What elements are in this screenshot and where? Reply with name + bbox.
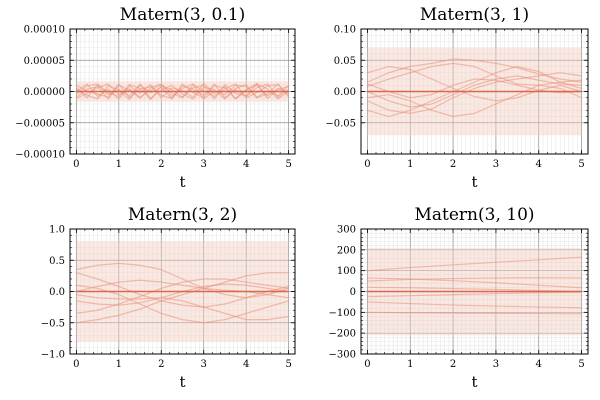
x-tick-label: 5 (285, 159, 291, 170)
y-tick-label: 200 (337, 245, 356, 256)
x-tick-label: 4 (536, 159, 542, 170)
y-tick-label: −100 (329, 308, 356, 319)
x-tick-label: 1 (116, 359, 122, 370)
y-tick-label: 100 (337, 266, 356, 277)
y-tick-label: −300 (329, 350, 356, 361)
x-tick-label: 3 (201, 359, 207, 370)
sample-path (76, 294, 289, 321)
x-tick-label: 4 (243, 359, 249, 370)
y-tick-label: 0.00005 (24, 56, 65, 67)
panel-title: Matern(3, 1) (420, 5, 529, 25)
y-tick-label: −0.5 (41, 318, 65, 329)
x-tick-label: 1 (407, 359, 413, 370)
sample-path (367, 291, 582, 298)
x-tick-label: 5 (578, 359, 584, 370)
sample-path (367, 256, 582, 272)
chart-panel: 0 1 2 3 4 5 −1.0 −0.5 0.0 0.5 1.0 Matern(3, 2) t (41, 205, 296, 391)
x-tick-label: 3 (201, 159, 207, 170)
sample-path (367, 65, 582, 102)
sample-path (76, 83, 290, 100)
x-tick-label: 3 (493, 359, 499, 370)
x-axis-label: t (471, 373, 477, 391)
x-tick-label: 1 (116, 159, 122, 170)
x-tick-label: 2 (158, 359, 164, 370)
y-tick-label: 0.00000 (24, 87, 65, 98)
panel-title: Matern(3, 10) (414, 205, 534, 225)
y-tick-label: 0.5 (49, 256, 65, 267)
y-tick-label: −0.00005 (15, 118, 65, 129)
sample-path (367, 301, 582, 309)
panel-title: Matern(3, 0.1) (120, 5, 245, 25)
x-tick-label: 2 (450, 359, 456, 370)
sample-path (76, 278, 289, 314)
x-tick-label: 0 (364, 159, 370, 170)
x-axis-label: t (471, 173, 477, 191)
x-axis-label: t (179, 373, 185, 391)
y-tick-label: −0.05 (325, 118, 356, 129)
y-tick-label: 0.10 (334, 25, 356, 36)
y-tick-label: −1.0 (41, 350, 65, 361)
y-tick-label: 300 (337, 225, 356, 236)
chart-panel: 0 1 2 3 4 5 −0.05 0.00 0.05 0.10 Matern(3, 1) t (325, 5, 589, 191)
x-tick-label: 0 (73, 359, 79, 370)
sample-path (76, 284, 289, 324)
sample-path (76, 279, 289, 299)
x-tick-label: 2 (158, 159, 164, 170)
x-tick-label: 0 (364, 359, 370, 370)
sample-path (76, 262, 289, 299)
y-tick-label: 1.0 (49, 225, 65, 236)
sample-path (367, 277, 582, 282)
x-tick-label: 5 (285, 359, 291, 370)
panel-title: Matern(3, 2) (128, 205, 237, 225)
sample-path (76, 82, 289, 100)
x-tick-label: 3 (493, 159, 499, 170)
y-tick-label: 0.00010 (24, 25, 65, 36)
sample-path (367, 62, 582, 88)
x-tick-label: 2 (450, 159, 456, 170)
chart-panel: 0 1 2 3 4 5 −0.00010 −0.00005 0.00000 0.00005 0.00… (15, 5, 296, 191)
y-tick-label: −0.00010 (15, 150, 65, 161)
sample-path (76, 83, 289, 101)
chart-panel: 0 1 2 3 4 5 −300 −200 −100 0 100 200 300 Matern(3, 10… (329, 205, 589, 391)
x-tick-label: 0 (73, 159, 79, 170)
sample-path (367, 286, 582, 293)
x-tick-label: 4 (536, 359, 542, 370)
x-tick-label: 5 (578, 159, 584, 170)
sample-path (367, 65, 582, 118)
sample-path (367, 75, 582, 108)
sample-path (367, 311, 582, 315)
x-tick-label: 4 (243, 159, 249, 170)
y-tick-label: −200 (329, 329, 356, 340)
sample-path (367, 277, 582, 289)
x-tick-label: 1 (407, 159, 413, 170)
y-tick-label: 0 (350, 287, 356, 298)
y-tick-label: 0.05 (334, 56, 356, 67)
sample-path (367, 84, 582, 118)
x-axis-label: t (179, 173, 185, 191)
y-tick-label: 0.0 (49, 287, 65, 298)
y-tick-label: 0.00 (334, 87, 356, 98)
sample-path (76, 272, 289, 324)
